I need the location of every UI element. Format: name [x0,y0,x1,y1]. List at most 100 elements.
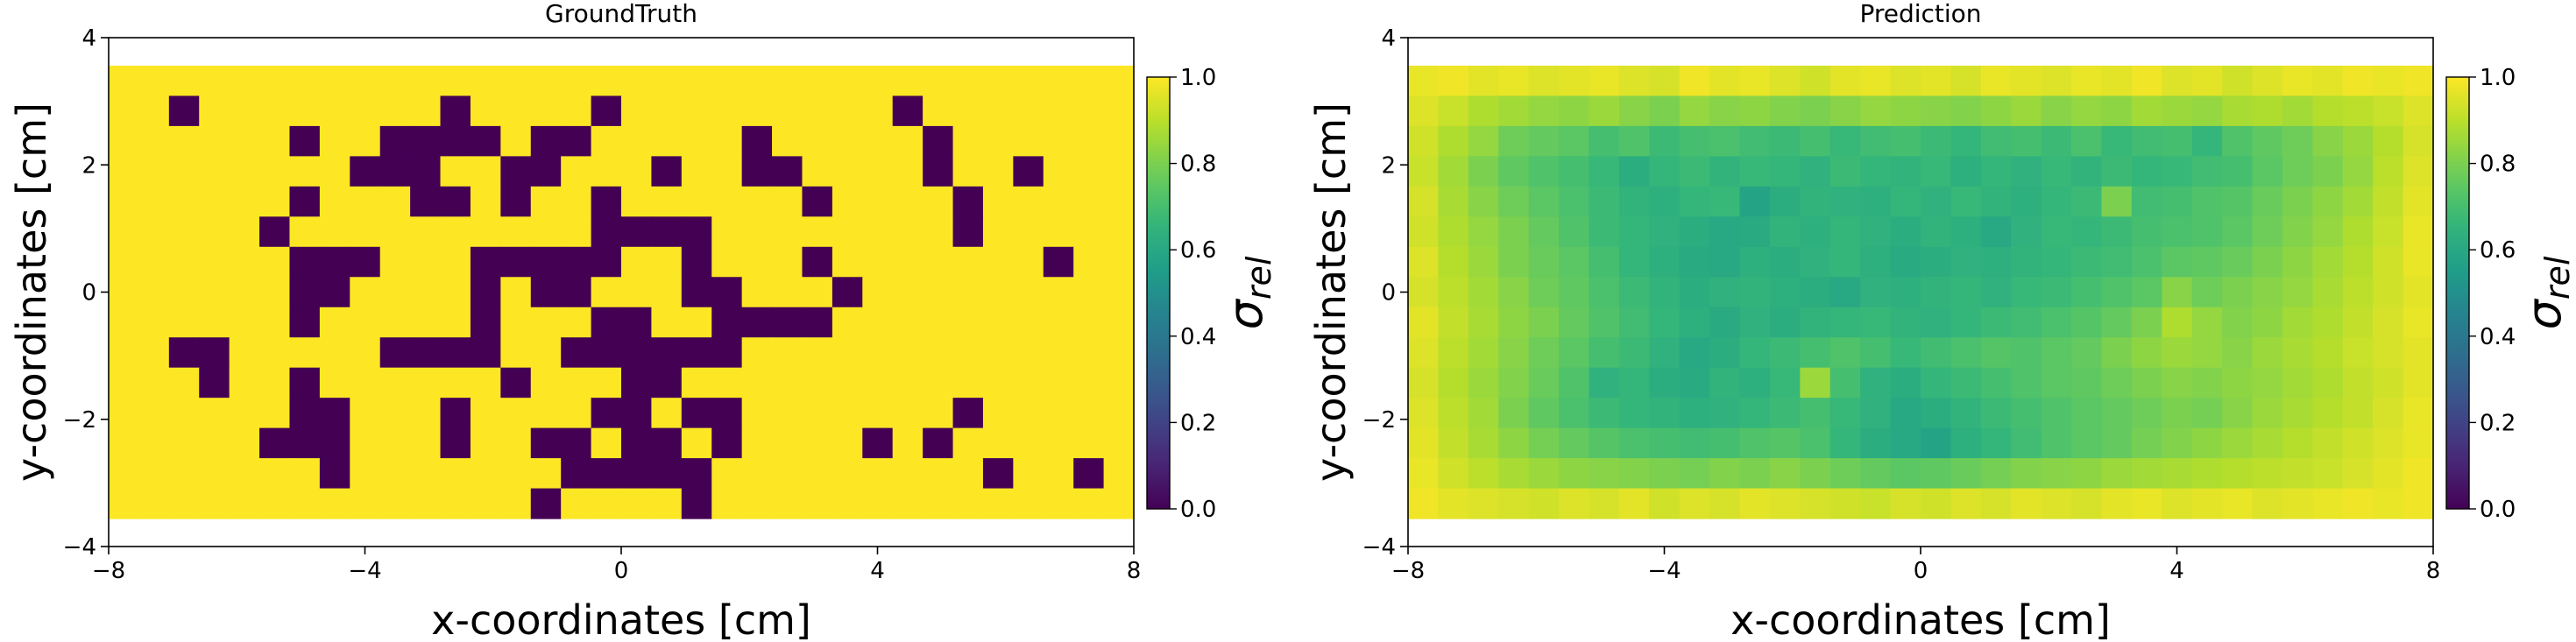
heatmap-cell [259,398,291,429]
heatmap-cell [2403,156,2434,187]
heatmap-cell [1618,367,1650,399]
heatmap-cell [1829,427,1861,459]
heatmap-cell [1559,216,1590,248]
heatmap-cell [530,427,562,459]
heatmap-cell [591,337,622,369]
heatmap-cell [1043,307,1074,338]
heatmap-cell [199,277,230,308]
heatmap-cell [741,398,773,429]
heatmap-cell [1860,458,1892,490]
heatmap-cell [1498,398,1530,429]
heatmap-cell [2252,307,2283,338]
heatmap-cell [1589,95,1620,127]
heatmap-cell [1800,216,1831,248]
heatmap-cell [1468,307,1499,338]
heatmap-cell [892,307,924,338]
heatmap-cell [1649,277,1681,308]
heatmap-cell [1468,277,1499,308]
heatmap-cell [1438,65,1469,97]
heatmap-cell [1013,65,1044,97]
heatmap-cell [561,398,592,429]
heatmap-cell [1860,488,1892,519]
heatmap-cell [711,307,743,338]
heatmap-cell [289,398,321,429]
heatmap-cell [350,488,381,519]
heatmap-cell [2403,65,2434,97]
heatmap-cell [2041,156,2072,187]
heatmap-cell [440,65,471,97]
heatmap-cell [2342,488,2374,519]
heatmap-cell [772,398,803,429]
heatmap-cell [199,65,230,97]
heatmap-cell [289,427,321,459]
heatmap-cell [1709,277,1741,308]
heatmap-cell [2162,186,2193,217]
heatmap-cell [1438,277,1469,308]
heatmap-cell [2252,488,2283,519]
heatmap-cell [772,367,803,399]
heatmap-cell [259,307,291,338]
heatmap-cell [651,95,683,127]
heatmap-cell [259,458,291,490]
heatmap-cell [591,125,622,157]
heatmap-cell [1013,277,1044,308]
heatmap-cell [1073,186,1105,217]
heatmap-cell [561,95,592,127]
heatmap-cell [138,186,170,217]
heatmap-cell [561,125,592,157]
heatmap-cell [500,246,532,278]
heatmap-cell [862,337,894,369]
heatmap-cell [651,65,683,97]
heatmap-cell [2071,277,2103,308]
heatmap-cell [1679,65,1710,97]
heatmap-cell [1921,488,1952,519]
heatmap-cell [2131,427,2162,459]
heatmap-cell [2312,398,2344,429]
heatmap-cell [229,337,260,369]
heatmap-cell [1103,125,1135,157]
heatmap-cell [2011,458,2042,490]
heatmap-cell [2312,337,2344,369]
heatmap-cell [2312,307,2344,338]
heatmap-cell [741,186,773,217]
heatmap-cell [892,125,924,157]
heatmap-cell [1618,65,1650,97]
heatmap-cell [1468,367,1499,399]
heatmap-cell [379,277,411,308]
heatmap-cell [1559,156,1590,187]
heatmap-cell [1649,186,1681,217]
heatmap-cell [741,367,773,399]
heatmap-cell [2131,125,2162,157]
colorbar-tick-label: 0.0 [1180,497,1216,523]
heatmap-cell [1438,186,1469,217]
heatmap-cell [621,186,653,217]
heatmap-cell [1950,156,1982,187]
heatmap-cell [1709,186,1741,217]
heatmap-cell [168,367,200,399]
heatmap-cell [2282,398,2313,429]
heatmap-cell [1073,216,1105,248]
heatmap-cell [1679,427,1710,459]
heatmap-cell [2282,246,2313,278]
heatmap-cell [1589,488,1620,519]
heatmap-cell [1679,367,1710,399]
heatmap-cell [319,427,350,459]
heatmap-cell [470,125,501,157]
heatmap-cell [2131,307,2162,338]
heatmap-cell [1559,337,1590,369]
heatmap-cell [621,277,653,308]
heatmap-cell [440,216,471,248]
heatmap-cell [500,367,532,399]
heatmap-cell [109,307,140,338]
x-tick-label: 0 [1914,558,1928,584]
heatmap-cell [1709,65,1741,97]
heatmap-cell [138,246,170,278]
heatmap-cell [2191,307,2223,338]
heatmap-cell [2222,186,2254,217]
heatmap-cell [2282,65,2313,97]
heatmap-cell [1498,95,1530,127]
heatmap-cell [772,95,803,127]
colorbar-tick-label: 0.6 [1180,237,1216,264]
heatmap-cell [1800,398,1831,429]
